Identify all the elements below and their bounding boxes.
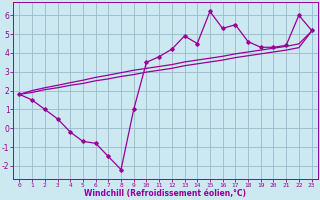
X-axis label: Windchill (Refroidissement éolien,°C): Windchill (Refroidissement éolien,°C) bbox=[84, 189, 246, 198]
